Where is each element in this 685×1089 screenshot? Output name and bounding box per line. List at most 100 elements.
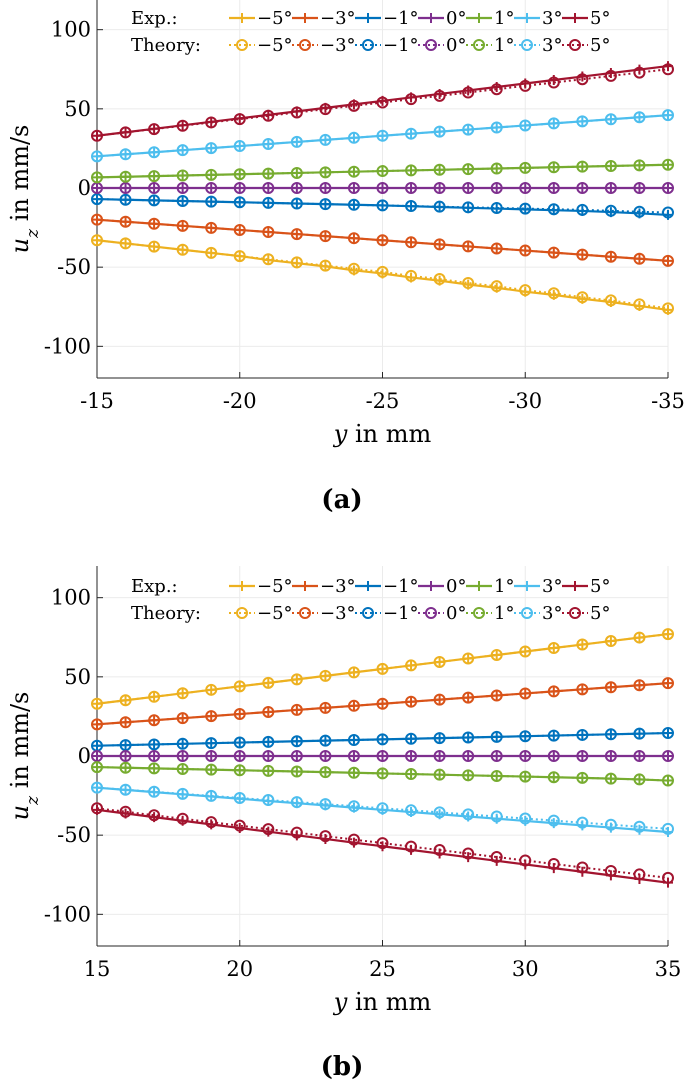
- panel1-x-tick-label: -20: [223, 389, 257, 413]
- panel2-exp-point: [206, 711, 217, 722]
- panel1-exp-point: [548, 247, 559, 258]
- panel1-exp-point: [463, 164, 474, 175]
- panel1-theory-point: [405, 200, 418, 213]
- panel2-exp-point: [377, 768, 388, 779]
- panel2-exp-point: [120, 695, 131, 706]
- panel2-exp-point: [577, 772, 588, 783]
- panel2-theory-point: [633, 679, 646, 692]
- panel1-exp-point: [348, 199, 359, 210]
- panel1-theory-point: [148, 194, 161, 207]
- panel2-y-tick-label: -50: [57, 823, 91, 847]
- panel1-theory-point: [91, 213, 103, 226]
- panel2-y-tick-label: -100: [44, 902, 91, 926]
- panel1-exp-point: [291, 229, 302, 240]
- panel1-theory-point: [347, 262, 360, 275]
- panel2-legend-exp-marker: [237, 581, 247, 591]
- panel2-exp-point: [263, 677, 274, 688]
- panel2-exp-point: [149, 787, 160, 798]
- panel2-exp-point: [520, 731, 531, 742]
- panel2-theory-point: [290, 765, 303, 778]
- panel1-legend-exp-entry: −1°: [383, 8, 419, 29]
- panel2-exp-point: [577, 751, 588, 761]
- panel2-exp-point: [434, 656, 445, 667]
- panel1-theory-point: [490, 162, 503, 175]
- panel2-exp-point: [434, 751, 445, 761]
- panel1-theory-point: [633, 205, 646, 218]
- panel1-legend-theory-marker: [521, 39, 533, 51]
- panel1-theory-point: [490, 242, 503, 255]
- panel2-exp-point: [406, 696, 417, 707]
- panel2-theory-point: [433, 844, 446, 857]
- panel2-theory-point: [119, 783, 132, 796]
- panel2-theory-point: [519, 687, 532, 700]
- panel1-exp-point: [149, 218, 160, 229]
- panel2-theory-point: [633, 868, 646, 881]
- panel1-exp-point: [406, 165, 417, 176]
- panel2-exp-point: [605, 636, 616, 647]
- panel2-exp-point: [320, 670, 331, 681]
- panel2-exp-point: [491, 770, 502, 781]
- panel2-legend-theory-entry: −1°: [383, 603, 419, 624]
- panel2-theory-point: [262, 705, 275, 718]
- panel2-theory-point: [148, 762, 161, 775]
- panel2-legend-exp-label: Exp.:: [131, 576, 178, 597]
- panel1-exp-point: [434, 239, 445, 250]
- panel2-theory-point: [262, 750, 275, 762]
- panel2-theory-point: [604, 728, 617, 741]
- panel2-theory-point: [633, 727, 646, 740]
- panel1-theory-point: [547, 246, 560, 259]
- panel2-exp-point: [605, 773, 616, 784]
- panel2-theory-point: [547, 771, 560, 784]
- panel2-theory-point: [490, 851, 503, 864]
- panel1-theory-point: [633, 159, 646, 172]
- panel2-exp-point: [548, 730, 559, 741]
- panel1-theory-point: [519, 79, 532, 92]
- panel2-exp-point: [120, 762, 131, 773]
- panel2-theory-point: [319, 798, 332, 811]
- panel2-theory-point: [576, 816, 589, 829]
- panel1-exp-point: [548, 118, 559, 129]
- panel1-exp-point: [291, 183, 302, 193]
- panel1-exp-point: [120, 149, 131, 160]
- panel2-exp-point: [348, 735, 359, 746]
- panel1-exp-point: [320, 231, 331, 242]
- panel1-legend-exp-entry: −3°: [320, 8, 356, 29]
- panel2-legend: Exp.: Theory: −5° −5° −3° −3° −1° −1° 0° 0° 1° 1° 3°…: [131, 576, 610, 624]
- panel2-exp-point: [520, 751, 531, 761]
- panel1-exp-point: [377, 166, 388, 177]
- panel1-legend-theory-entry: 0°: [446, 35, 466, 56]
- panel2-theory-point: [433, 768, 446, 781]
- panel2-theory-point: [319, 750, 332, 762]
- panel2-theory-point: [119, 805, 132, 818]
- panel2-theory-point: [547, 857, 560, 870]
- panel2-exp-point: [520, 771, 531, 782]
- panel1-theory-point: [633, 182, 646, 194]
- panel1-theory-point: [519, 182, 532, 194]
- panel2-exp-point: [663, 775, 673, 786]
- panel1-theory-point: [233, 113, 246, 126]
- panel2-theory-point: [405, 659, 418, 672]
- panel1-series-m1: [91, 193, 674, 220]
- panel1-exp-point: [263, 183, 274, 193]
- panel2-theory-line: [96, 633, 669, 705]
- panel2-theory-point: [262, 735, 275, 748]
- panel1-legend-theory-marker: [425, 39, 437, 51]
- panel1-exp-point: [92, 214, 102, 225]
- panel2-theory-point: [233, 750, 246, 762]
- panel1-exp-point: [291, 198, 302, 209]
- panel2-exp-point: [263, 751, 274, 761]
- panel1-theory-point: [119, 215, 132, 228]
- panel1-exp-point: [605, 251, 616, 262]
- panel2-theory-point: [405, 732, 418, 745]
- panel2-legend-theory-marker: [299, 607, 311, 619]
- panel2-theory-point: [433, 655, 446, 668]
- panel1-exp-point: [206, 247, 217, 258]
- panel1-theory-point: [319, 182, 332, 194]
- panel1-theory-point: [462, 201, 475, 214]
- panel1-exp-point: [520, 245, 531, 256]
- panel1-exp-point: [348, 166, 359, 177]
- panel1-exp-point: [377, 183, 388, 193]
- panel2-exp-point: [663, 728, 673, 739]
- panel2-theory-point: [462, 808, 475, 821]
- panel2-theory-point: [233, 819, 246, 832]
